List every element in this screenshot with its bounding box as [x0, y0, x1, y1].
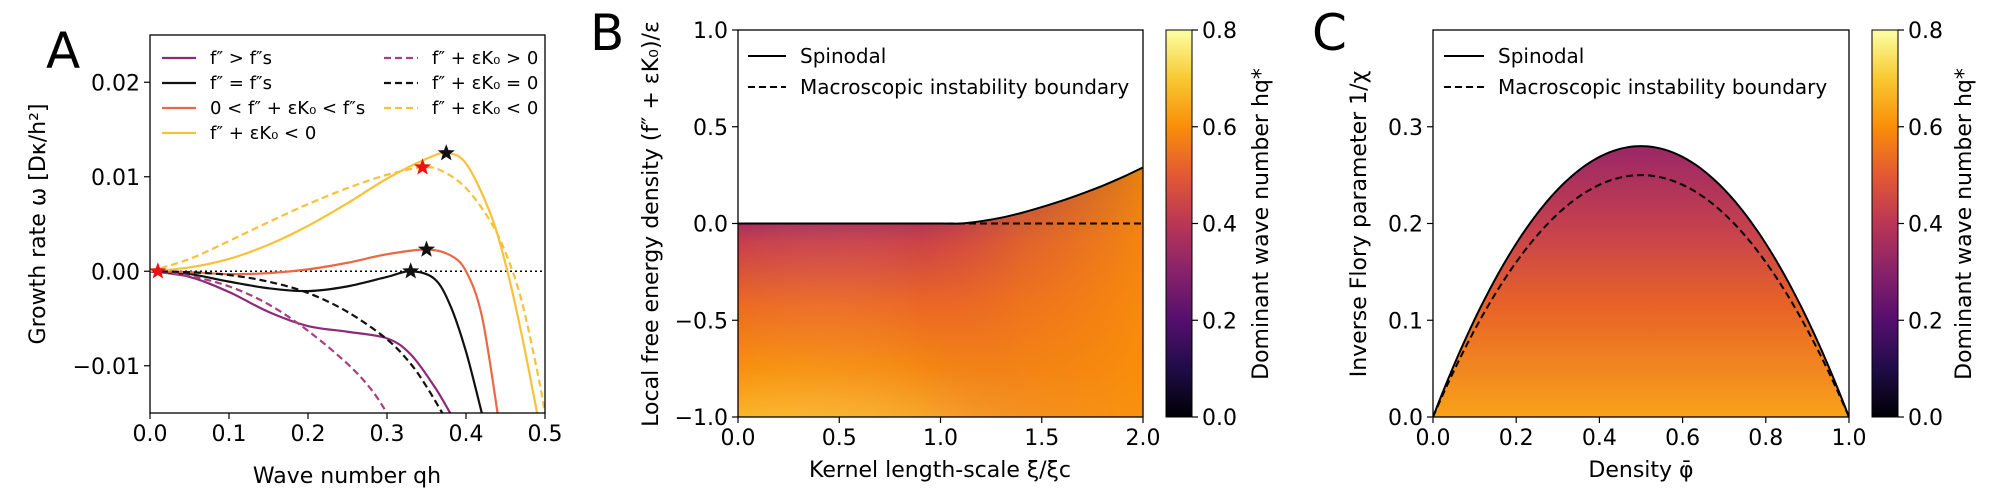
panel-a-star-marker-1 — [149, 262, 167, 279]
panel-c-ytick-label: 0.0 — [1388, 406, 1423, 431]
panel-c-heatmap — [1433, 146, 1849, 417]
panel-b-ytick-label: −0.5 — [675, 309, 728, 334]
panel-a-xtick-label: 0.2 — [291, 422, 326, 447]
panel-c-xlabel: Density φ̄ — [1588, 458, 1693, 483]
panel-c-ytick-label: 0.3 — [1388, 116, 1423, 141]
panel-a-series-6 — [150, 270, 444, 413]
panel-c-ytick-label: 0.1 — [1388, 309, 1423, 334]
panel-a-ytick-label: 0.01 — [91, 166, 140, 191]
panel-b-colorbar-gradient — [1165, 29, 1193, 418]
legend-a-label-2: f″ = f″s — [210, 73, 272, 94]
legend-a-label-1: f″ > f″s — [210, 48, 272, 69]
legend-a-label-7: f″ + εK₀ < 0 — [432, 98, 538, 119]
panel-a-ytick-label: 0.00 — [91, 260, 140, 285]
panel-c-colorbar-gradient — [1871, 29, 1899, 418]
panel-a-ytick-label: −0.01 — [73, 355, 140, 380]
legend-a-label-5: f″ + εK₀ > 0 — [432, 48, 538, 69]
panel-a-legend: f″ > f″s f″ = f″s 0 < f″ + εK₀ < f″s f″ … — [162, 48, 538, 144]
panel-b-colorbar-tick-label: 0.8 — [1202, 19, 1237, 44]
panel-a-star-marker-4 — [417, 240, 436, 257]
panel-c-colorbar-tick-label: 0.4 — [1908, 213, 1943, 238]
panel-a-xtick-label: 0.0 — [133, 422, 168, 447]
panel-b-ytick-label: 0.5 — [693, 116, 728, 141]
panel-a-star-marker-3 — [437, 144, 455, 161]
legend-a-label-3: 0 < f″ + εK₀ < f″s — [210, 98, 365, 119]
panel-b-ytick-label: −1.0 — [675, 406, 728, 431]
panel-a-xtick-label: 0.5 — [528, 422, 563, 447]
panel-c-xtick-label: 0.2 — [1499, 426, 1534, 451]
panel-c-legend: Spinodal Macroscopic instability boundar… — [1444, 44, 1827, 99]
panel-label-b: B — [590, 4, 624, 62]
panel-b-colorbar-tick-label: 0.2 — [1202, 309, 1237, 334]
panel-c-ytick-label: 0.2 — [1388, 213, 1423, 238]
panel-c-colorbar-tick-label: 0.6 — [1908, 116, 1943, 141]
panel-b-heatmap-overlay — [738, 167, 1143, 417]
panel-c-colorbar-tick-label: 0.0 — [1908, 406, 1943, 431]
panel-b-colorbar-tick-label: 0.4 — [1202, 213, 1237, 238]
panel-b-colorbar-label: Dominant wave number hq* — [1249, 68, 1274, 380]
panel-a-series-4 — [150, 151, 539, 413]
panel-b-plot: 0.0 0.5 1.0 1.5 2.0 −1.0 −0.5 0.0 0.5 1.0 — [675, 19, 1161, 451]
legend-c-label-1: Spinodal — [1498, 44, 1584, 68]
panel-b-ylabel: Local free energy density (f″ + εK₀)/ε — [639, 21, 664, 427]
panel-a-frame — [149, 34, 546, 414]
panel-b-xtick-label: 1.0 — [923, 426, 958, 451]
panel-a-xlabel: Wave number qh — [253, 464, 441, 489]
panel-a-ytick-label: 0.02 — [91, 71, 140, 96]
panel-b-ytick-label: 1.0 — [693, 19, 728, 44]
panel-c-ylabel: Inverse Flory parameter 1/χ — [1347, 70, 1372, 377]
panel-b-xtick-label: 1.5 — [1024, 426, 1059, 451]
panel-a-series-1 — [150, 270, 452, 413]
panel-c-xtick-label: 1.0 — [1832, 426, 1867, 451]
panel-c-xtick-label: 0.6 — [1665, 426, 1700, 451]
panel-b-legend: Spinodal Macroscopic instability boundar… — [748, 44, 1129, 99]
panel-a-star-marker-2 — [413, 158, 432, 175]
panel-c-frame — [1432, 29, 1850, 418]
panel-a-series-2 — [150, 270, 483, 413]
panel-c-xtick-label: 0.8 — [1748, 426, 1783, 451]
panel-c-xtick-label: 0.0 — [1416, 426, 1451, 451]
panel-a-xtick-label: 0.1 — [212, 422, 247, 447]
panel-b-colorbar: 0.0 0.2 0.4 0.6 0.8 — [1165, 19, 1237, 431]
legend-a-label-4: f″ + εK₀ < 0 — [210, 123, 316, 144]
legend-a-label-6: f″ + εK₀ = 0 — [432, 73, 538, 94]
panel-a-ylabel: Growth rate ω [Dκ/h²] — [26, 104, 51, 345]
panel-b-frame — [737, 29, 1144, 418]
panel-c-colorbar: 0.0 0.2 0.4 0.6 0.8 — [1871, 19, 1943, 431]
panel-b-colorbar-tick-label: 0.6 — [1202, 116, 1237, 141]
panel-a-xtick-label: 0.4 — [449, 422, 484, 447]
panel-b-colorbar-tick-label: 0.0 — [1202, 406, 1237, 431]
panel-label-a: A — [46, 22, 80, 80]
panel-b-xlabel: Kernel length-scale ξ/ξc — [809, 458, 1071, 483]
panel-a-plot: 0.0 0.1 0.2 0.3 0.4 0.5 −0.01 0.00 0.01 0.02 — [73, 34, 563, 447]
panel-a-xtick-label: 0.3 — [370, 422, 405, 447]
legend-b-label-2: Macroscopic instability boundary — [800, 75, 1129, 99]
panel-label-c: C — [1312, 4, 1347, 62]
panel-c-spinodal-line — [1433, 145, 1849, 417]
panel-b-xtick-label: 2.0 — [1126, 426, 1161, 451]
panel-c-macroscopic-boundary-line — [1433, 174, 1849, 417]
panel-c-xtick-label: 0.4 — [1582, 426, 1617, 451]
panel-c-colorbar-label: Dominant wave number hq* — [1952, 68, 1977, 380]
panel-b-xtick-label: 0.5 — [822, 426, 857, 451]
panel-a-series-5 — [150, 270, 388, 413]
panel-a-star-marker-5 — [402, 262, 420, 279]
panel-a-series-3 — [150, 248, 499, 413]
panel-b-xtick-label: 0.0 — [721, 426, 756, 451]
panel-c-colorbar-tick-label: 0.8 — [1908, 19, 1943, 44]
panel-b-ytick-label: 0.0 — [693, 213, 728, 238]
panel-c-colorbar-tick-label: 0.2 — [1908, 309, 1943, 334]
legend-c-label-2: Macroscopic instability boundary — [1498, 75, 1827, 99]
legend-b-label-1: Spinodal — [800, 44, 886, 68]
panel-c-plot: 0.0 0.2 0.4 0.6 0.8 1.0 0.0 0.1 0.2 0.3 — [1388, 29, 1867, 451]
